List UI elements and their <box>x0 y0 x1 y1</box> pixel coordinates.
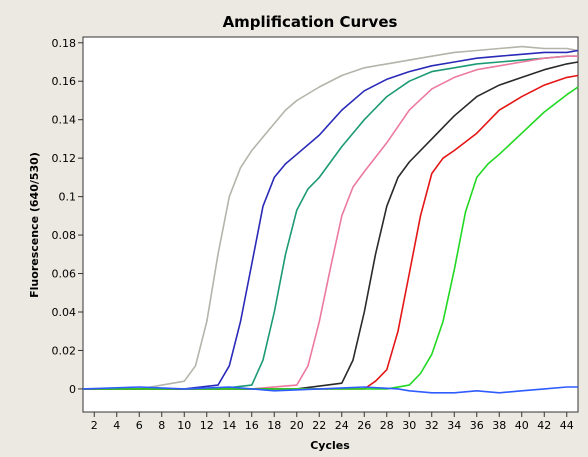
y-tick-label: 0.02 <box>52 344 77 357</box>
series-layer <box>82 45 579 394</box>
x-tick-label: 40 <box>515 419 529 432</box>
x-tick-label: 44 <box>560 419 574 432</box>
y-tick-label: 0.14 <box>52 114 77 127</box>
x-tick-label: 34 <box>447 419 461 432</box>
x-tick-label: 4 <box>113 419 120 432</box>
y-tick-label: 0.16 <box>52 75 77 88</box>
series-line-2 <box>83 49 579 390</box>
series-line-5 <box>83 61 579 390</box>
x-tick-label: 2 <box>91 419 98 432</box>
x-axis: 2 4 6 8 10 12 14 16 18 20 22 24 26 28 30 32 34 36 38 40 42 44 <box>91 412 574 432</box>
plot-area <box>82 36 579 413</box>
x-tick-label: 32 <box>425 419 439 432</box>
x-axis-label: Cycles <box>310 439 350 452</box>
x-tick-label: 30 <box>402 419 416 432</box>
x-tick-label: 18 <box>267 419 281 432</box>
x-tick-label: 24 <box>335 419 349 432</box>
x-tick-label: 16 <box>245 419 259 432</box>
x-tick-label: 14 <box>222 419 236 432</box>
x-tick-label: 12 <box>200 419 214 432</box>
series-line-7 <box>83 86 579 390</box>
series-line-3 <box>83 55 578 390</box>
y-axis-label: Fluorescence (640/530) <box>28 152 41 298</box>
x-tick-label: 38 <box>492 419 506 432</box>
y-tick-label: 0.06 <box>52 268 77 281</box>
chart-title: Amplification Curves <box>223 13 398 31</box>
x-tick-label: 26 <box>357 419 371 432</box>
y-tick-label: 0.04 <box>52 306 77 319</box>
x-tick-label: 20 <box>290 419 304 432</box>
series-line-6 <box>83 74 579 390</box>
x-tick-label: 6 <box>136 419 143 432</box>
series-line-4 <box>83 55 578 390</box>
y-axis: 0 0.02 0.04 0.06 0.08 0.1 0.12 0.14 0.16 0.18 <box>52 37 83 396</box>
x-tick-label: 8 <box>158 419 165 432</box>
series-line-1 <box>83 45 579 390</box>
y-tick-label: 0 <box>69 383 76 396</box>
y-tick-label: 0.1 <box>59 191 77 204</box>
x-tick-label: 22 <box>312 419 326 432</box>
x-tick-label: 36 <box>470 419 484 432</box>
x-tick-label: 42 <box>537 419 551 432</box>
y-tick-label: 0.18 <box>52 37 77 50</box>
y-tick-label: 0.08 <box>52 229 77 242</box>
series-line-8 <box>82 386 578 394</box>
y-tick-label: 0.12 <box>52 152 77 165</box>
x-tick-label: 28 <box>380 419 394 432</box>
x-tick-label: 10 <box>177 419 191 432</box>
